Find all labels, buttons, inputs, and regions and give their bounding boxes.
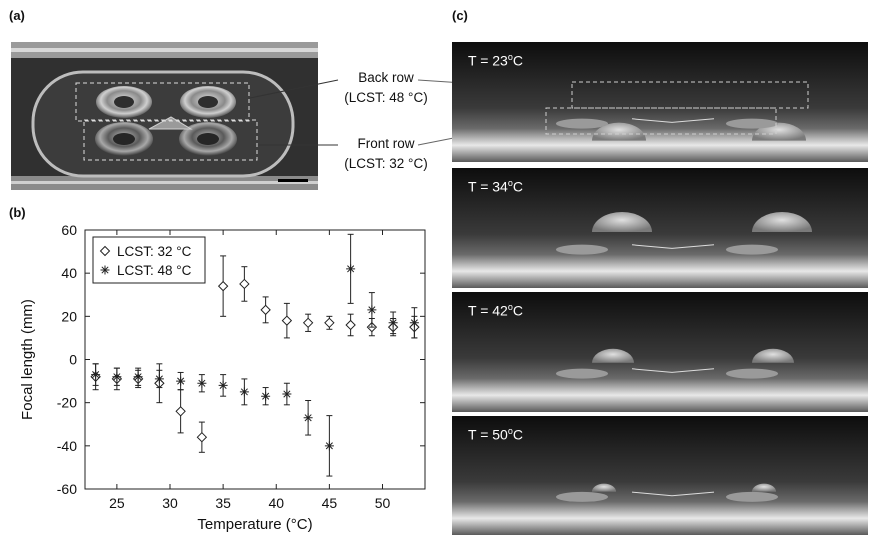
device-photo (11, 42, 318, 190)
data-point-lcst-48 (239, 387, 249, 397)
y-axis-label: Focal length (mm) (19, 299, 36, 420)
data-point-lcst-48 (112, 372, 122, 382)
data-point-lcst-48 (346, 264, 356, 274)
temperature-label: T = 50oC (468, 426, 523, 443)
data-point-lcst-48 (367, 305, 377, 315)
x-tick-label: 35 (215, 495, 231, 511)
temperature-frame: T = 34oC (452, 168, 868, 288)
data-point-lcst-48 (303, 413, 313, 423)
data-point-lcst-48 (388, 318, 398, 328)
x-axis-label: Temperature (°C) (197, 516, 312, 533)
x-tick-label: 25 (109, 495, 125, 511)
callout-back-row: Back row (LCST: 48 °C) (336, 68, 436, 108)
data-point-lcst-48 (261, 391, 271, 401)
data-point-lcst-48 (154, 374, 164, 384)
degree-mark: o (507, 178, 513, 188)
data-point-lcst-32 (281, 315, 293, 326)
legend-marker-diamond (99, 245, 111, 257)
callout-front-row-lcst: (LCST: 32 °C) (344, 156, 428, 171)
y-tick-label: -20 (57, 395, 77, 411)
panel-label-c: (c) (452, 8, 468, 23)
y-tick-label: 60 (61, 222, 77, 238)
legend-marker-asterisk (100, 265, 110, 275)
degree-mark: o (507, 426, 513, 436)
scale-bar (278, 179, 308, 182)
data-point-lcst-48 (176, 376, 186, 386)
legend-label: LCST: 48 °C (117, 263, 192, 278)
temperature-frame: T = 50oC (452, 416, 868, 535)
x-tick-label: 45 (322, 495, 338, 511)
temperature-unit: C (512, 426, 523, 443)
data-point-lcst-32 (324, 317, 335, 329)
temperature-label: T = 23oC (468, 52, 523, 69)
data-point-lcst-32 (302, 317, 314, 329)
data-point-lcst-48 (218, 380, 228, 390)
lens-side-view (452, 416, 868, 535)
y-tick-label: 0 (69, 352, 77, 368)
y-tick-label: 20 (61, 308, 77, 324)
temperature-value: T = 50 (468, 426, 508, 443)
data-point-lcst-48 (282, 389, 292, 399)
panel-label-a: (a) (9, 8, 25, 23)
focal-length-chart: -60 -40 -20 0 20 40 60 25 30 35 40 45 50 Temperature … (19, 222, 426, 533)
panel-label-b: (b) (9, 205, 26, 220)
degree-mark: o (507, 302, 513, 312)
callout-back-row-lcst: (LCST: 48 °C) (344, 90, 428, 105)
data-point-lcst-32 (217, 280, 229, 292)
degree-mark: o (507, 52, 513, 62)
data-point-lcst-32 (260, 304, 271, 316)
temperature-unit: C (512, 178, 523, 195)
temperature-value: T = 42 (468, 302, 508, 319)
data-point-lcst-32 (196, 431, 208, 443)
temperature-value: T = 23 (468, 52, 508, 69)
temperature-unit: C (512, 52, 523, 69)
x-tick-label: 30 (162, 495, 178, 511)
device-photo-illustration (11, 42, 318, 190)
y-tick-label: -40 (57, 438, 77, 454)
legend-box (92, 236, 206, 284)
data-point-lcst-48 (409, 318, 419, 328)
x-tick-label: 40 (268, 495, 284, 511)
data-point-lcst-32 (345, 319, 356, 331)
legend-label: LCST: 32 °C (117, 244, 192, 259)
callout-front-row-title: Front row (357, 136, 415, 151)
lens-side-view (452, 42, 868, 162)
data-point-lcst-48 (133, 372, 143, 382)
y-tick-label: -60 (57, 481, 77, 497)
temperature-value: T = 34 (468, 178, 508, 195)
lens-side-view (452, 168, 868, 288)
data-point-lcst-48 (91, 370, 101, 380)
lens-side-view (452, 292, 868, 412)
temperature-label: T = 34oC (468, 178, 523, 195)
temperature-frame: T = 23oC (452, 42, 868, 162)
data-point-lcst-48 (197, 378, 207, 388)
data-point-lcst-48 (324, 441, 334, 451)
data-point-lcst-32 (239, 278, 250, 290)
temperature-label: T = 42oC (468, 302, 523, 319)
data-point-lcst-32 (175, 406, 186, 417)
temperature-frame: T = 42oC (452, 292, 868, 412)
callout-back-row-title: Back row (358, 70, 414, 85)
temperature-unit: C (512, 302, 523, 319)
x-tick-label: 50 (375, 495, 391, 511)
callout-front-row: Front row (LCST: 32 °C) (336, 134, 436, 174)
y-tick-label: 40 (61, 265, 77, 281)
